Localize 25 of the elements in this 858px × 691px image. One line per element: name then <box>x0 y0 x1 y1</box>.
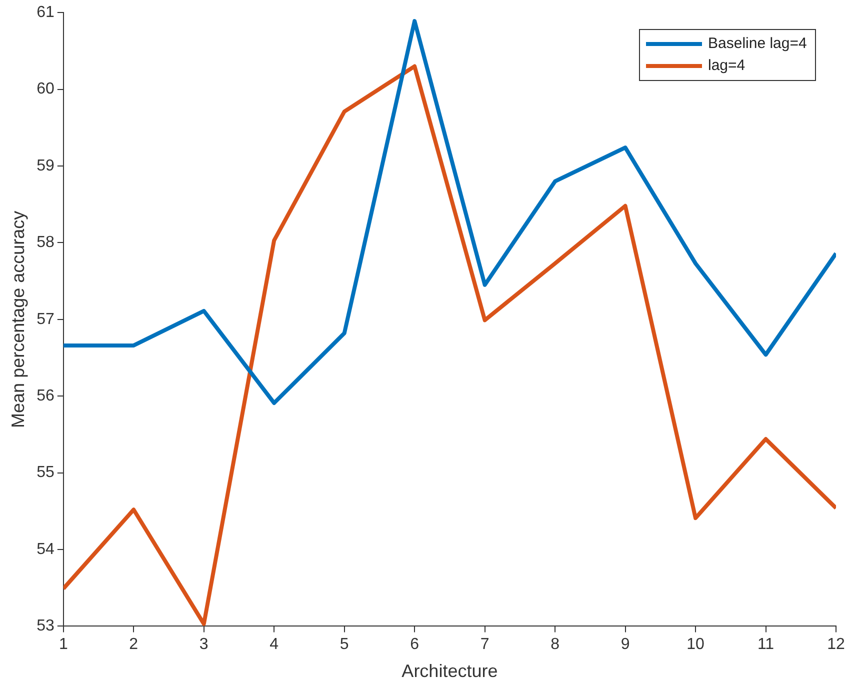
x-tick-label: 2 <box>129 636 138 654</box>
x-tick-label: 10 <box>686 636 705 654</box>
y-tick-label: 60 <box>36 80 54 98</box>
y-tick-label: 59 <box>36 157 54 174</box>
x-tick-label: 11 <box>757 636 774 654</box>
legend-label: Baseline lag=4 <box>708 35 807 52</box>
y-tick-label: 54 <box>36 540 54 558</box>
x-tick-label: 4 <box>270 636 279 654</box>
x-tick-label: 12 <box>827 636 845 654</box>
y-tick-label: 58 <box>36 234 54 252</box>
legend-label: lag=4 <box>708 57 746 74</box>
x-tick-label: 1 <box>58 636 68 654</box>
y-tick-label: 56 <box>36 388 54 405</box>
x-tick-label: 6 <box>410 636 420 654</box>
x-tick-label: 8 <box>550 636 560 654</box>
y-axis-title: Mean percentage accuracy <box>8 210 28 428</box>
y-tick-label: 53 <box>36 618 54 635</box>
x-tick-label: 3 <box>199 636 208 654</box>
x-tick-label: 7 <box>480 636 490 654</box>
y-tick-label: 57 <box>36 310 54 328</box>
y-tick-label: 55 <box>36 464 54 482</box>
x-tick-label: 5 <box>340 636 349 654</box>
x-axis-title: Architecture <box>402 661 498 682</box>
x-tick-label: 9 <box>620 636 630 654</box>
y-tick-label: 61 <box>36 4 54 22</box>
